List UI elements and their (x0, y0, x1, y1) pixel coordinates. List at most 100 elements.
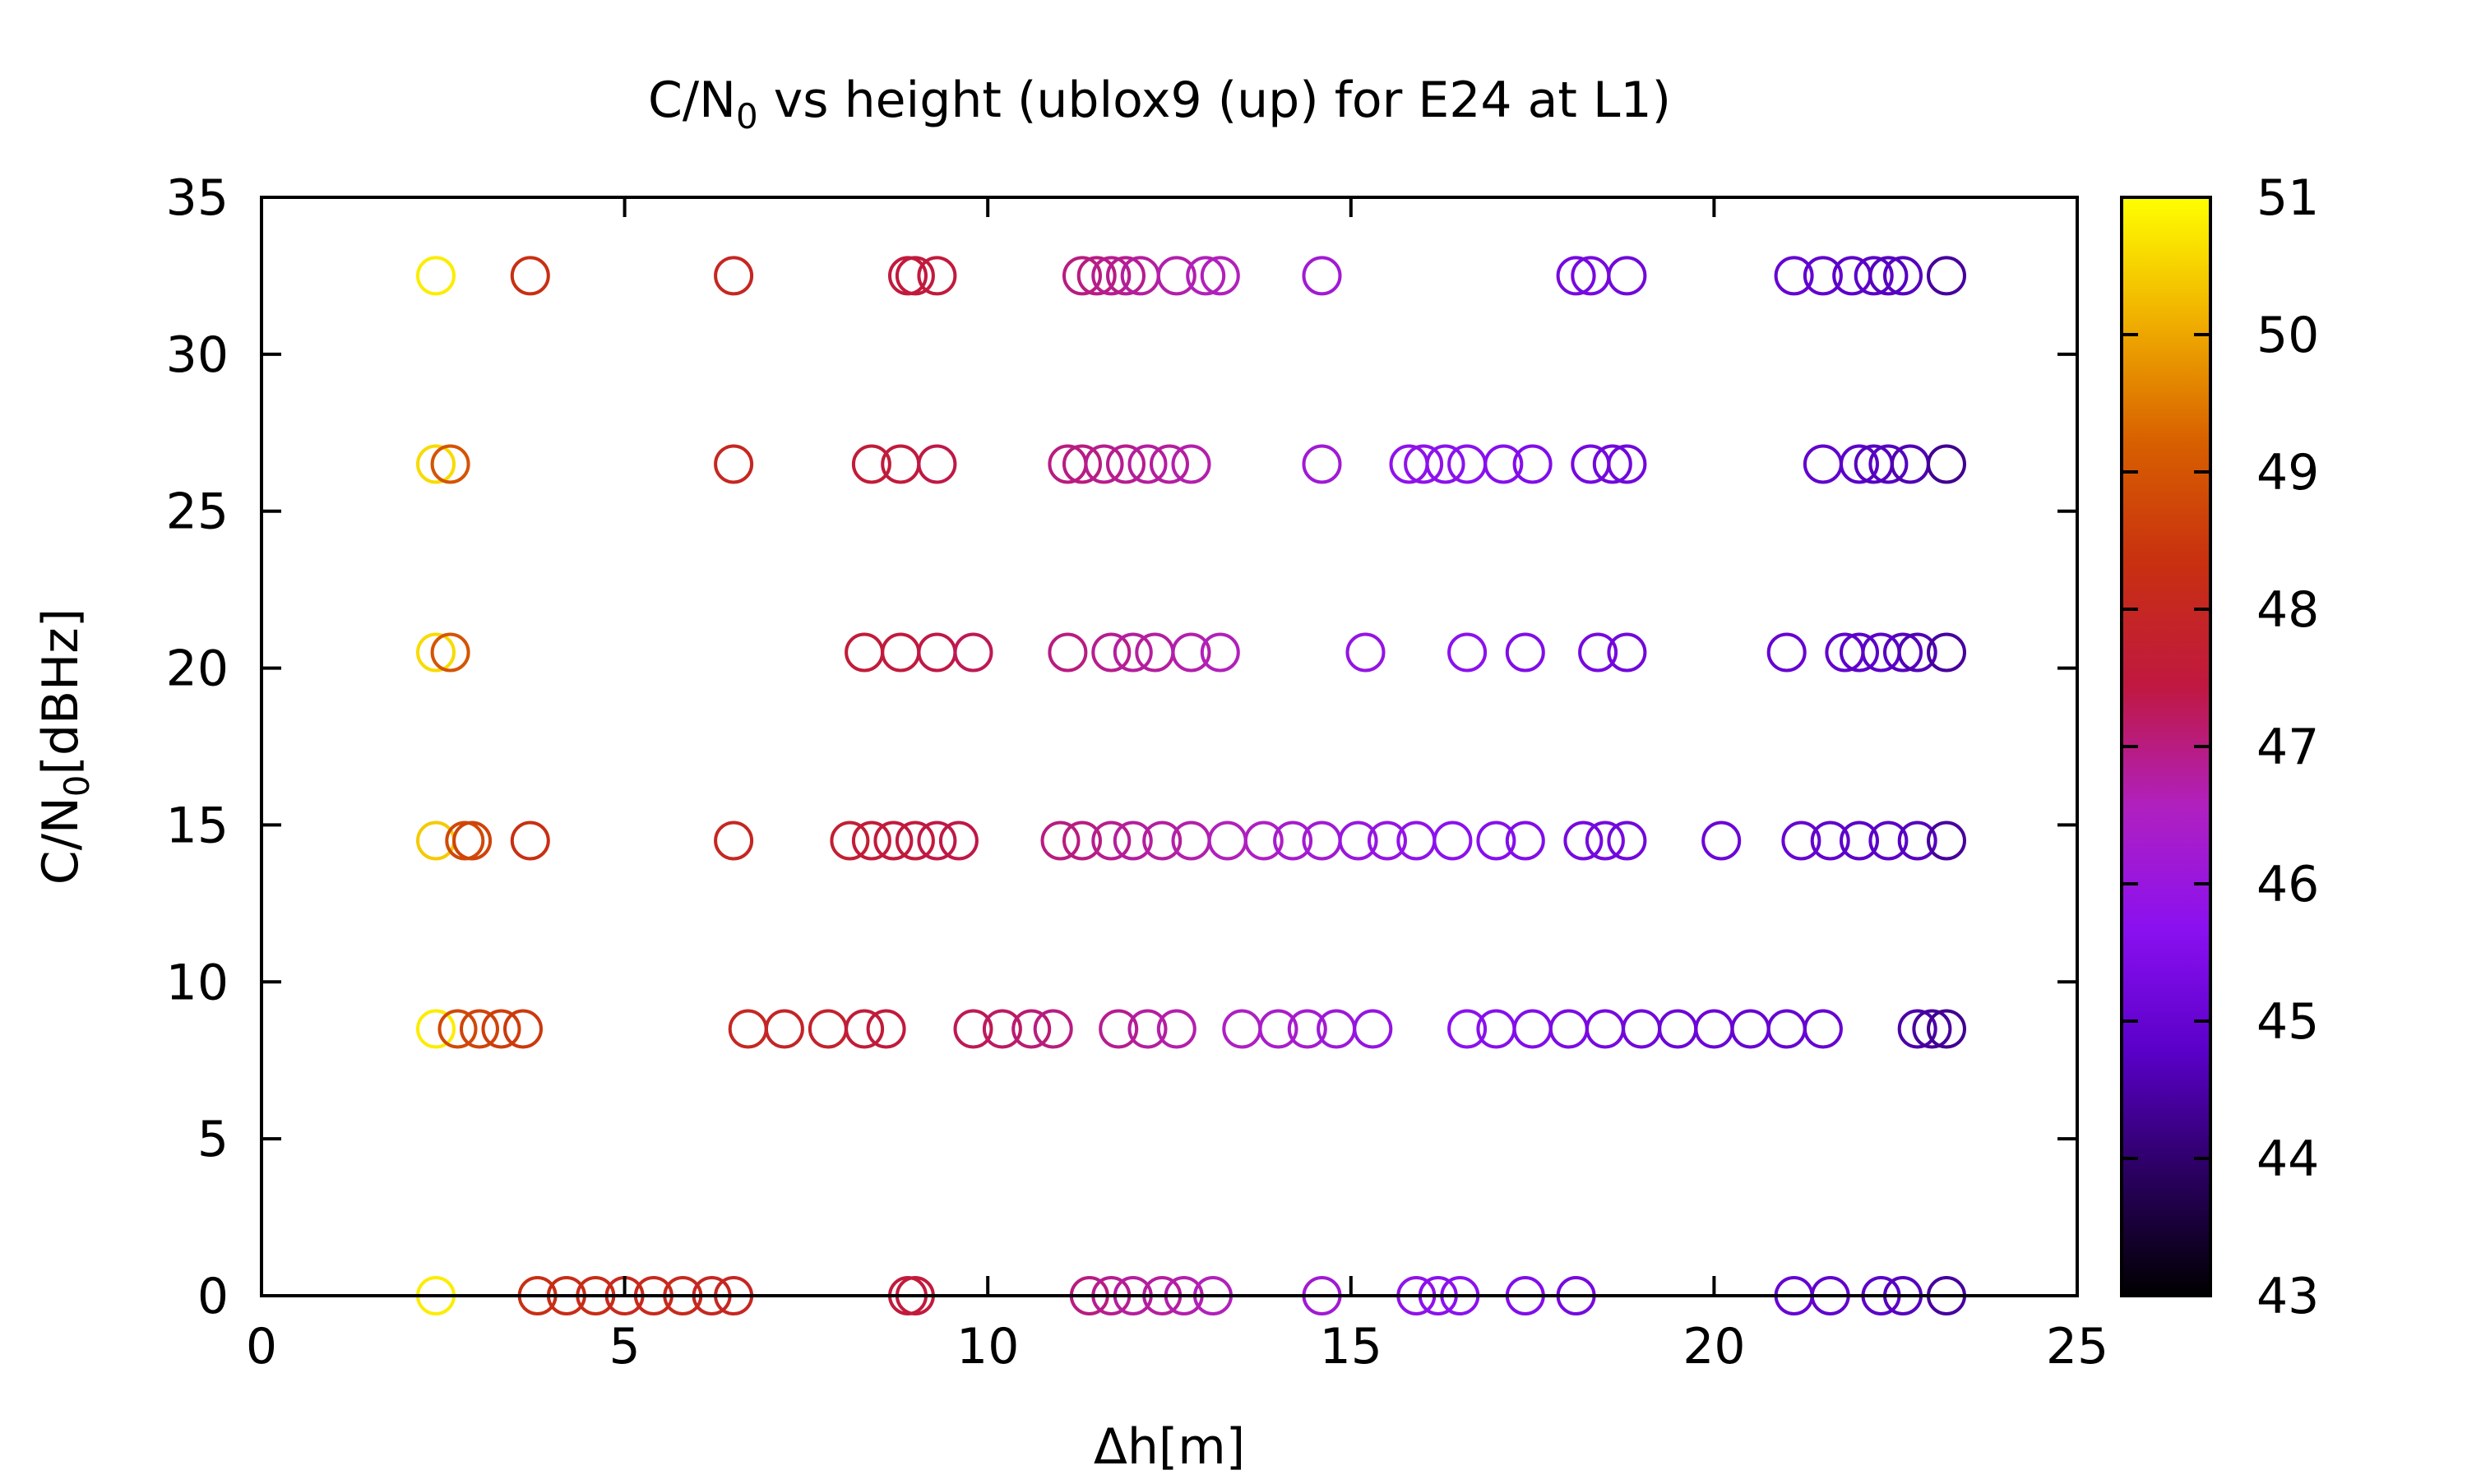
data-point (1927, 444, 1966, 484)
data-point (851, 821, 891, 861)
y-tick-label: 5 (197, 1111, 229, 1168)
data-point (1091, 821, 1132, 861)
x-tick-label: 5 (609, 1318, 641, 1375)
data-point (873, 821, 914, 861)
data-point (1840, 444, 1879, 484)
colorbar-tick-label: 47 (2256, 719, 2319, 776)
data-point (1912, 1009, 1952, 1049)
data-point (1368, 821, 1407, 861)
data-point (881, 444, 921, 484)
y-tick-label: 10 (166, 954, 229, 1011)
x-tick-label: 15 (1320, 1318, 1382, 1375)
data-point (1607, 821, 1647, 861)
data-point (1425, 444, 1465, 484)
data-point (1317, 1009, 1357, 1049)
data-point (1433, 821, 1473, 861)
data-point (1512, 444, 1553, 484)
data-point (895, 256, 935, 296)
chart-title: C/N0 vs height (ublox9 (up) for E24 at L… (648, 72, 1671, 136)
colorbar-tick-label: 43 (2256, 1268, 2319, 1325)
data-point (1476, 1009, 1516, 1049)
data-point (1868, 444, 1909, 484)
data-point (1505, 821, 1545, 861)
data-point (1883, 256, 1923, 296)
data-point (1810, 821, 1850, 861)
data-point (1156, 1009, 1196, 1049)
data-point (1868, 821, 1909, 861)
y-tick-label: 30 (166, 326, 229, 384)
data-point (1040, 821, 1081, 861)
data-point (1062, 821, 1102, 861)
data-point (1127, 1009, 1168, 1049)
x-axis: 0 5 10 15 20 25 (246, 197, 2108, 1375)
x-tick-label: 10 (956, 1318, 1019, 1375)
data-point (1868, 256, 1909, 296)
data-point (1883, 632, 1923, 673)
y-tick-label: 15 (166, 797, 229, 854)
data-point (1774, 256, 1814, 296)
data-point (1890, 444, 1930, 484)
data-point (481, 1009, 521, 1049)
data-point (416, 256, 456, 296)
data-point (452, 821, 493, 861)
data-point (1854, 256, 1894, 296)
data-point (1200, 632, 1240, 673)
data-point (1447, 632, 1488, 673)
data-point (416, 632, 456, 673)
data-point (808, 1009, 848, 1049)
data-point (764, 1009, 804, 1049)
data-point (1396, 821, 1437, 861)
data-point (1607, 256, 1647, 296)
data-point (437, 1009, 478, 1049)
data-point (1622, 1009, 1662, 1049)
data-point (1302, 256, 1342, 296)
data-point (1578, 632, 1618, 673)
data-point (430, 632, 470, 673)
data-point (1897, 1009, 1937, 1049)
y-tick-label: 35 (166, 169, 229, 227)
colorbar-tick-label: 51 (2256, 169, 2319, 227)
data-point (830, 821, 870, 861)
data-point (1585, 821, 1625, 861)
data-point (1150, 444, 1189, 484)
data-point (714, 821, 754, 861)
data-point (917, 256, 957, 296)
data-point (460, 1009, 499, 1049)
data-point (938, 821, 979, 861)
data-point (1512, 1009, 1553, 1049)
data-point (1048, 632, 1088, 673)
plot-frame (260, 196, 2079, 1297)
data-point (1476, 821, 1516, 861)
data-point (1840, 821, 1879, 861)
colorbar-tick-label: 45 (2256, 993, 2319, 1051)
data-point (1200, 256, 1240, 296)
data-point (503, 1009, 543, 1049)
data-point (1701, 821, 1742, 861)
data-point (1135, 632, 1175, 673)
colorbar-axis: 43 44 45 46 47 48 49 50 51 (2122, 169, 2319, 1325)
data-point (1011, 1009, 1052, 1049)
data-point (917, 444, 957, 484)
colorbar-tick-label: 46 (2256, 856, 2319, 913)
data-point (1113, 821, 1153, 861)
data-point (1548, 1009, 1589, 1049)
data-point (1302, 444, 1342, 484)
data-point (1353, 1009, 1393, 1049)
data-point (430, 444, 470, 484)
data-point (1243, 821, 1284, 861)
data-point (1592, 444, 1632, 484)
x-tick-label: 25 (2046, 1318, 2108, 1375)
data-point (1084, 444, 1124, 484)
data-point (1076, 256, 1117, 296)
data-point (1658, 1009, 1698, 1049)
data-point (1404, 444, 1444, 484)
y-axis: 0 5 10 15 20 25 30 35 (166, 169, 2077, 1325)
data-point (881, 632, 921, 673)
data-point (1171, 444, 1211, 484)
data-point (445, 821, 485, 861)
data-point (1186, 256, 1226, 296)
data-point (1258, 1009, 1298, 1049)
plot-area (416, 256, 1966, 1315)
